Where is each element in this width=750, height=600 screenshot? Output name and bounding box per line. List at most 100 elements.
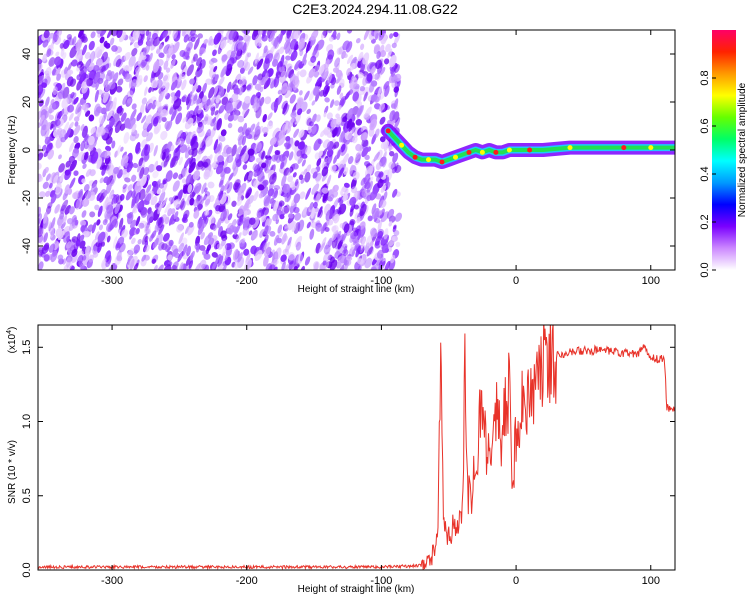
noise-speckle [158, 114, 163, 124]
noise-speckle [81, 36, 88, 43]
noise-speckle [203, 158, 211, 168]
noise-speckle [66, 76, 74, 87]
noise-speckle [387, 48, 393, 59]
noise-speckle [224, 112, 230, 121]
noise-speckle [298, 129, 305, 138]
noise-speckle [337, 72, 344, 82]
noise-speckle [369, 176, 374, 182]
noise-speckle [281, 232, 287, 245]
noise-speckle [107, 127, 113, 139]
noise-speckle [273, 75, 280, 88]
noise-speckle [103, 63, 110, 71]
noise-speckle [347, 156, 354, 165]
noise-speckle [369, 241, 374, 247]
noise-speckle [294, 178, 299, 187]
noise-speckle [242, 216, 250, 229]
noise-speckle [309, 228, 315, 240]
noise-speckle [74, 121, 79, 127]
noise-speckle [315, 76, 322, 87]
noise-speckle [392, 224, 397, 230]
noise-speckle [222, 244, 228, 256]
noise-speckle [318, 242, 326, 253]
noise-speckle [86, 77, 94, 87]
noise-speckle [132, 207, 138, 214]
noise-speckle [257, 170, 265, 182]
noise-speckle [118, 217, 124, 230]
noise-speckle [334, 57, 341, 68]
noise-speckle [261, 30, 267, 39]
noise-speckle [99, 36, 105, 44]
noise-speckle [133, 244, 141, 254]
noise-speckle [109, 117, 116, 127]
noise-speckle [352, 136, 358, 144]
noise-speckle [67, 247, 75, 258]
noise-speckle [220, 65, 228, 78]
noise-speckle [350, 177, 357, 190]
noise-speckle [184, 146, 191, 159]
y-tick-label: -20 [21, 190, 33, 206]
noise-speckle [58, 163, 65, 173]
noise-speckle [144, 244, 150, 253]
noise-speckle [356, 216, 361, 224]
noise-speckle [146, 184, 152, 194]
ridge-point [399, 142, 405, 148]
noise-speckle [277, 89, 282, 95]
noise-speckle [84, 58, 92, 69]
noise-speckle [182, 191, 188, 200]
noise-speckle [295, 241, 302, 251]
noise-speckle [333, 100, 340, 106]
noise-speckle [100, 258, 107, 268]
noise-speckle [263, 194, 271, 207]
noise-speckle [243, 248, 250, 256]
noise-speckle [215, 205, 221, 212]
noise-speckle [247, 66, 254, 75]
noise-speckle [67, 62, 73, 72]
noise-speckle [96, 157, 103, 169]
noise-speckle [297, 141, 305, 150]
noise-speckle [135, 215, 141, 227]
noise-speckle [212, 116, 217, 124]
noise-speckle [63, 107, 68, 113]
noise-speckle [379, 199, 387, 208]
noise-speckle [52, 66, 57, 76]
noise-speckle [394, 33, 401, 45]
noise-speckle [282, 102, 288, 115]
noise-speckle [276, 209, 283, 216]
noise-speckle [228, 172, 234, 182]
noise-speckle [156, 165, 163, 172]
noise-speckle [338, 167, 344, 179]
noise-speckle [317, 206, 323, 218]
noise-speckle [167, 208, 173, 217]
noise-speckle [50, 217, 56, 229]
noise-speckle [197, 160, 204, 168]
noise-speckle [116, 145, 122, 157]
noise-speckle [355, 143, 362, 152]
noise-speckle [96, 58, 103, 66]
noise-speckle [49, 32, 55, 39]
noise-speckle [301, 153, 308, 159]
noise-speckle [321, 147, 328, 158]
noise-speckle [273, 259, 279, 265]
noise-speckle [148, 86, 153, 93]
noise-speckle [332, 128, 338, 138]
noise-speckle [226, 81, 232, 93]
noise-speckle [335, 113, 340, 119]
noise-speckle [195, 57, 203, 67]
noise-speckle [326, 141, 334, 151]
noise-speckle [173, 198, 181, 209]
noise-speckle [178, 232, 184, 245]
noise-speckle [189, 131, 196, 140]
noise-speckle [258, 40, 263, 47]
noise-speckle [215, 164, 224, 175]
noise-speckle [361, 236, 366, 249]
noise-speckle [266, 77, 271, 88]
noise-speckle [299, 69, 307, 78]
y-tick-label: 40 [21, 48, 33, 60]
colorbar-label: Normalized spectral amplitude [737, 82, 748, 217]
noise-speckle [305, 164, 312, 174]
noise-speckle [172, 98, 182, 110]
y-tick-label: 0.0 [21, 562, 33, 577]
noise-speckle [370, 65, 377, 75]
noise-speckle [290, 50, 298, 62]
noise-speckle [294, 112, 301, 125]
